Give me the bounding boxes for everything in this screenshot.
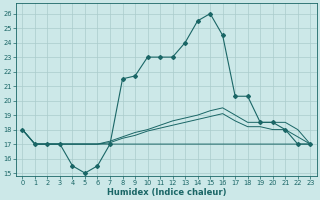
X-axis label: Humidex (Indice chaleur): Humidex (Indice chaleur) bbox=[107, 188, 226, 197]
